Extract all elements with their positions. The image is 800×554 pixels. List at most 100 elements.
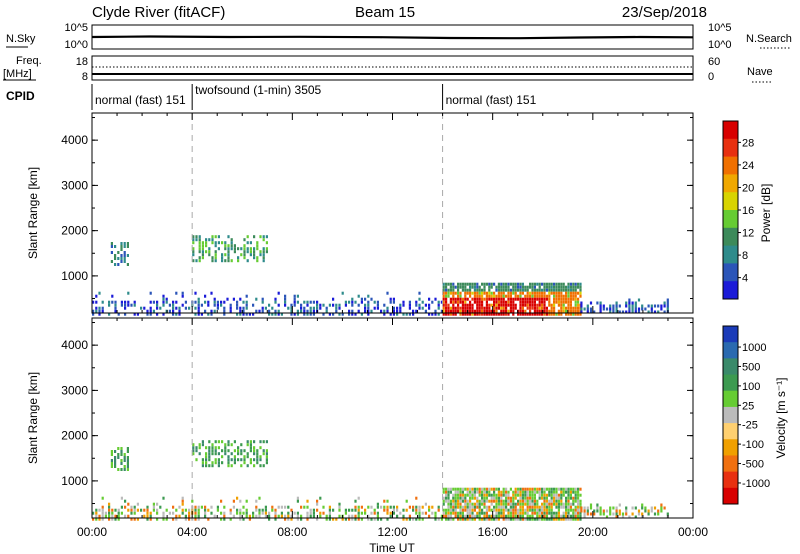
data-cell — [541, 297, 544, 301]
data-cell — [483, 312, 486, 316]
data-cell — [502, 294, 505, 298]
data-cell — [293, 300, 296, 304]
data-cell — [562, 490, 565, 494]
data-cell — [126, 456, 129, 459]
data-cell — [344, 303, 347, 307]
plot-background — [92, 318, 693, 518]
data-cell — [493, 303, 496, 307]
data-cell — [188, 306, 191, 310]
data-cell — [497, 297, 500, 301]
data-cell — [574, 303, 577, 307]
data-cell — [605, 509, 609, 513]
data-cell — [550, 514, 553, 518]
data-cell — [146, 312, 149, 316]
data-cell — [653, 310, 657, 314]
data-cell — [237, 256, 240, 260]
data-cell — [108, 511, 111, 515]
data-cell — [514, 508, 517, 512]
data-cell — [242, 312, 245, 316]
data-cell — [555, 288, 558, 292]
data-cell — [367, 300, 370, 304]
data-cell — [104, 514, 107, 518]
data-cell — [488, 285, 491, 289]
data-cell — [557, 303, 560, 307]
data-cell — [123, 468, 126, 471]
data-cell — [481, 508, 484, 512]
data-cell — [256, 455, 259, 459]
data-cell — [415, 496, 418, 500]
data-cell — [505, 285, 508, 289]
data-cell — [569, 496, 572, 500]
data-cell — [114, 465, 117, 468]
data-cell — [120, 459, 123, 462]
data-cell — [464, 496, 467, 500]
data-cell — [615, 512, 618, 516]
data-cell — [386, 505, 389, 509]
data-cell — [351, 312, 354, 316]
data-cell — [457, 309, 460, 313]
data-cell — [296, 514, 299, 518]
data-cell — [526, 303, 529, 307]
data-cell — [529, 306, 532, 310]
data-cell — [240, 452, 243, 456]
data-cell — [146, 505, 149, 509]
data-cell — [277, 312, 280, 316]
data-cell — [437, 517, 440, 521]
data-cell — [431, 312, 434, 316]
data-cell — [265, 250, 268, 254]
data-cell — [543, 493, 546, 497]
data-cell — [560, 291, 563, 295]
data-cell — [517, 499, 520, 503]
data-cell — [227, 253, 230, 257]
data-cell — [637, 307, 641, 311]
y-tick-label: 2000 — [61, 224, 88, 238]
data-cell — [490, 493, 493, 497]
data-cell — [464, 493, 467, 497]
data-cell — [243, 256, 246, 260]
data-cell — [509, 303, 512, 307]
data-cell — [495, 508, 498, 512]
data-cell — [521, 297, 524, 301]
data-cell — [117, 447, 120, 450]
data-cell — [505, 502, 508, 506]
data-cell — [514, 514, 517, 518]
data-cell — [469, 511, 472, 515]
cpid-segment-label: normal (fast) 151 — [446, 93, 537, 107]
data-cell — [490, 291, 493, 295]
data-cell — [108, 505, 111, 509]
data-cell — [152, 300, 155, 304]
data-cell — [130, 505, 133, 509]
data-cell — [519, 291, 522, 295]
data-cell — [454, 300, 457, 304]
data-cell — [514, 282, 517, 286]
colorbar-frame — [722, 325, 739, 505]
data-cell — [505, 514, 508, 518]
data-cell — [500, 514, 503, 518]
data-cell — [567, 487, 570, 491]
data-cell — [650, 310, 653, 314]
data-cell — [538, 508, 541, 512]
data-cell — [243, 247, 246, 251]
data-cell — [261, 306, 264, 310]
data-cell — [389, 297, 392, 301]
data-cell — [625, 509, 628, 513]
data-cell — [461, 312, 464, 316]
data-cell — [230, 238, 233, 242]
y-axis-label: Slant Range [km] — [26, 372, 40, 464]
data-cell — [476, 496, 479, 500]
data-cell — [631, 304, 634, 308]
data-cell — [545, 499, 548, 503]
data-cell — [133, 303, 136, 307]
data-cell — [277, 309, 280, 313]
data-cell — [227, 440, 230, 444]
data-cell — [233, 458, 236, 462]
data-cell — [236, 306, 239, 310]
data-cell — [562, 505, 565, 509]
data-cell — [574, 496, 577, 500]
data-cell — [567, 309, 570, 313]
data-cell — [631, 310, 634, 314]
data-cell — [181, 508, 184, 512]
colorbar-tick-label: 4 — [742, 273, 748, 285]
data-cell — [555, 282, 558, 286]
colorbar-tick-label: 28 — [742, 137, 754, 149]
